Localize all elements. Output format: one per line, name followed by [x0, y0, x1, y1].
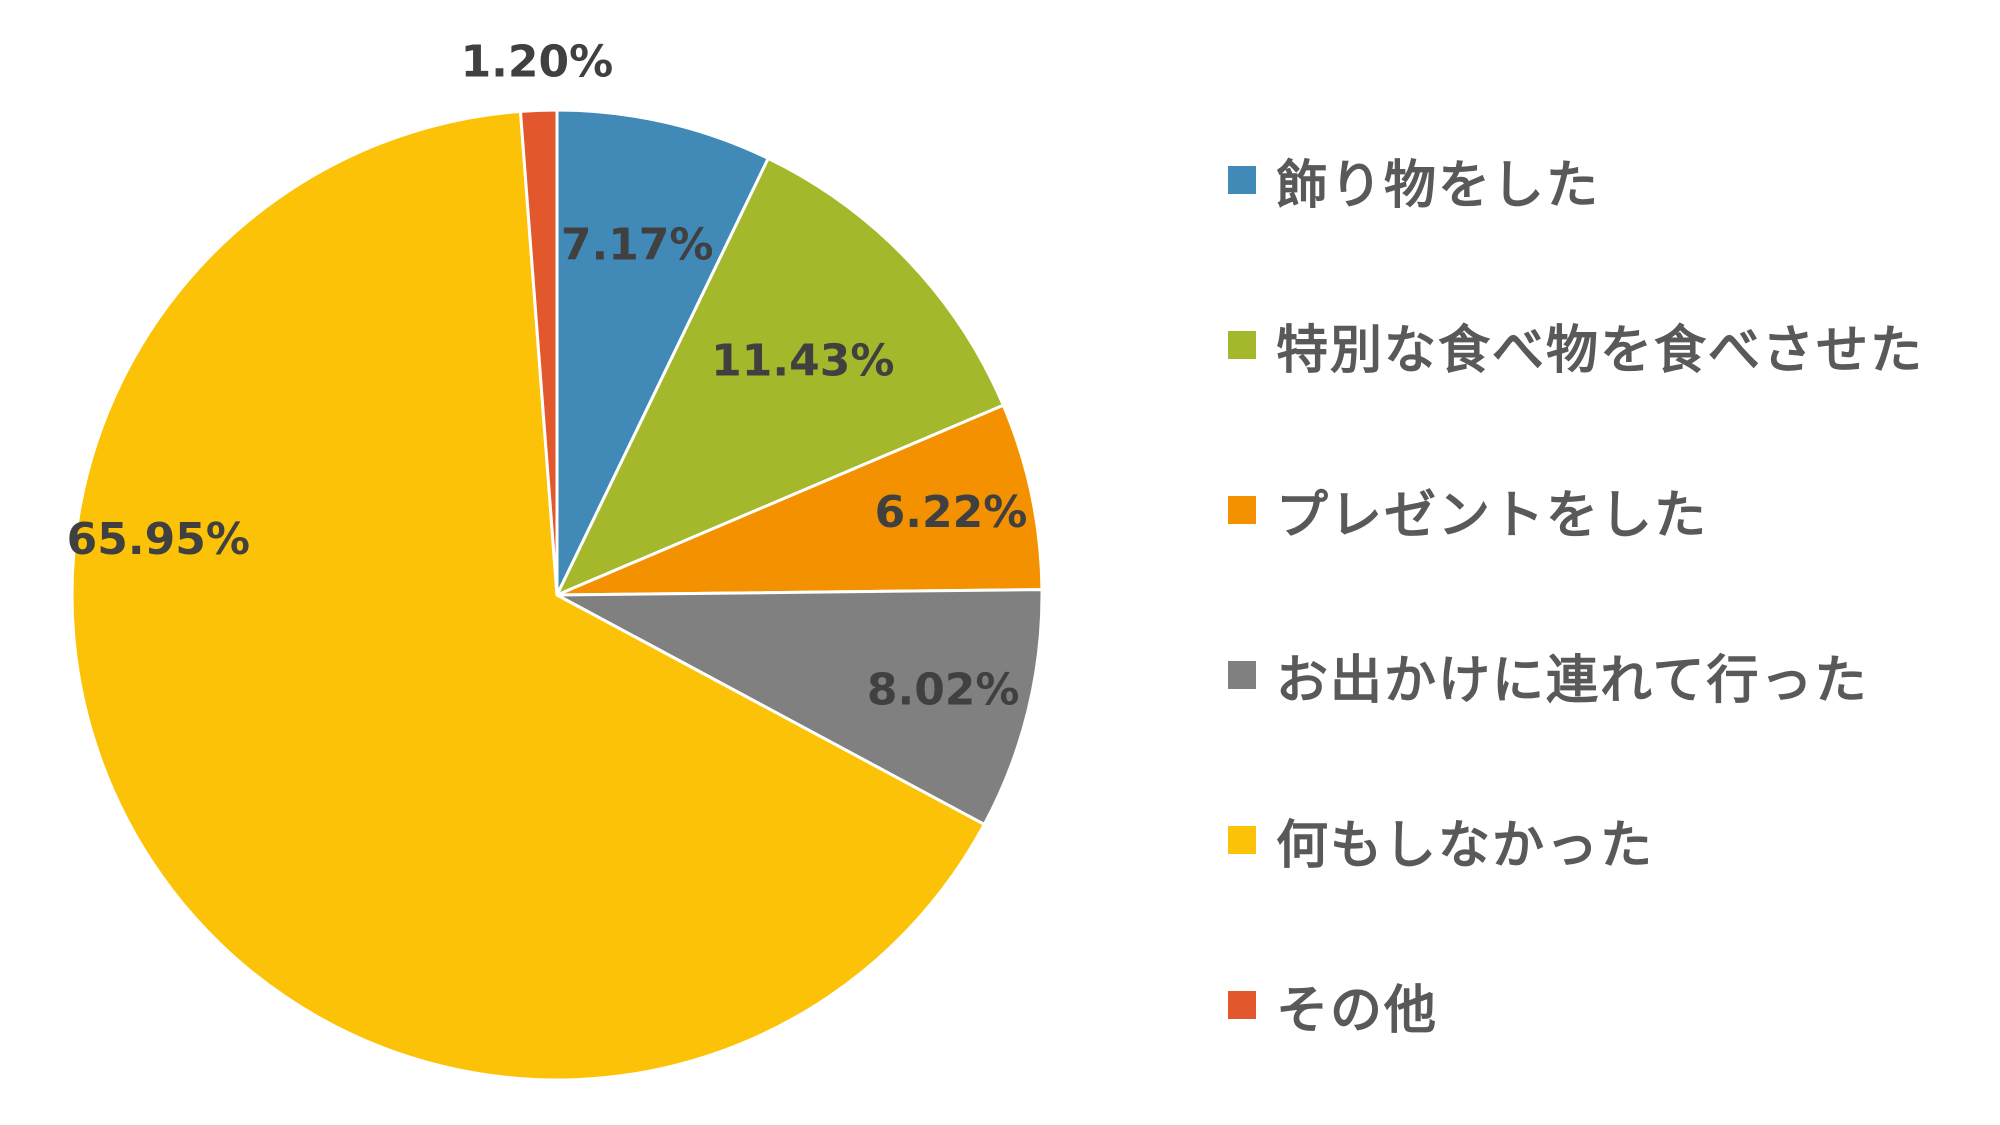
pie-data-label: 6.22% — [875, 487, 1028, 538]
legend-label: 特別な食べ物を食べさせた — [1276, 320, 1925, 381]
legend-item: お出かけに連れて行った — [1228, 635, 1868, 715]
legend-label: その他 — [1276, 980, 1439, 1041]
pie-data-labels: 7.17% 11.43% 6.22% 8.02% 65.95% 1.20% — [67, 36, 1028, 715]
legend-item: 特別な食べ物を食べさせた — [1228, 305, 1924, 385]
pie-slice — [70, 109, 986, 1082]
legend-swatch — [1228, 826, 1256, 854]
pie-slice — [555, 403, 1044, 597]
pie-data-label: 8.02% — [867, 664, 1020, 715]
pie-data-label: 11.43% — [711, 335, 894, 386]
legend-label: 飾り物をした — [1276, 155, 1601, 216]
legend-label: お出かけに連れて行った — [1276, 650, 1869, 711]
pie-slice — [555, 156, 1005, 597]
legend-swatch — [1228, 991, 1256, 1019]
legend-item: その他 — [1228, 965, 1438, 1045]
legend-item: 飾り物をした — [1228, 140, 1600, 220]
legend-item: 何もしなかった — [1228, 800, 1654, 880]
pie-slice — [555, 588, 1044, 826]
pie-slice — [518, 108, 559, 597]
pie-slices — [70, 108, 1044, 1082]
legend-label: 何もしなかった — [1276, 815, 1655, 876]
legend-swatch — [1228, 496, 1256, 524]
legend-item: プレゼントをした — [1228, 470, 1708, 550]
pie-slice — [555, 108, 770, 597]
legend-swatch — [1228, 166, 1256, 194]
legend-label: プレゼントをした — [1276, 485, 1709, 546]
legend-swatch — [1228, 331, 1256, 359]
pie-data-label: 7.17% — [561, 220, 714, 271]
legend-swatch — [1228, 661, 1256, 689]
pie-data-label: 1.20% — [461, 36, 614, 87]
pie-data-label: 65.95% — [67, 514, 250, 565]
